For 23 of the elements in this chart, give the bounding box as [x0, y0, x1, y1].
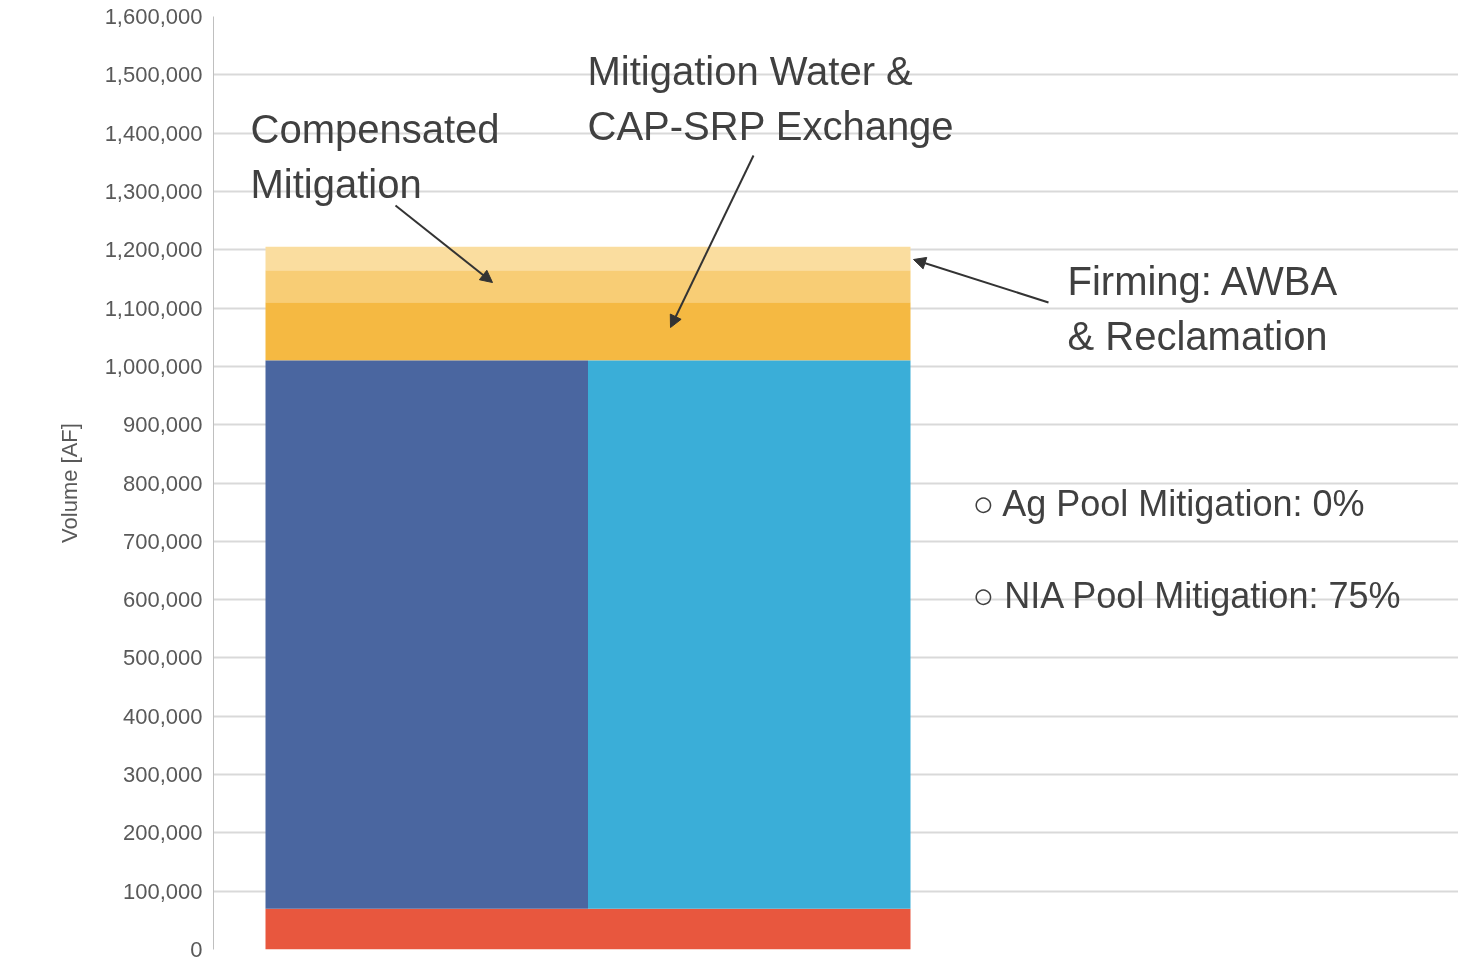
y-tick-label: 1,100,000	[104, 295, 203, 321]
text: ○ NIA Pool Mitigation: 75%	[972, 574, 1401, 616]
y-tick-label: 1,500,000	[104, 62, 203, 88]
y-tick-label: 800,000	[122, 470, 203, 496]
y-tick-label: 1,300,000	[104, 178, 203, 204]
y-tick-label: 1,200,000	[104, 237, 203, 263]
y-tick-label: 400,000	[122, 703, 203, 729]
annotation: Mitigation Water & CAP-SRP Exchange	[587, 48, 954, 148]
y-axis-title: Volume [AF]	[56, 423, 82, 543]
y-tick-label: 100,000	[122, 878, 203, 904]
y-tick-label: 300,000	[122, 762, 203, 788]
text: Firming: AWBA & Reclamation	[1067, 258, 1338, 358]
y-tick-label: 500,000	[122, 645, 203, 671]
text: ○ Ag Pool Mitigation: 0%	[972, 482, 1365, 524]
y-tick-label: 1,400,000	[104, 120, 203, 146]
y-tick-label: 0	[190, 937, 203, 960]
y-tick-label: 700,000	[122, 528, 203, 554]
y-tick-label: 1,000,000	[104, 353, 203, 379]
annotation: Compensated Mitigation	[250, 106, 500, 206]
y-tick-label: 200,000	[122, 820, 203, 846]
y-tick-label: 600,000	[122, 587, 203, 613]
y-tick-label: 900,000	[122, 412, 203, 438]
y-tick-label: 1,600,000	[104, 4, 203, 29]
